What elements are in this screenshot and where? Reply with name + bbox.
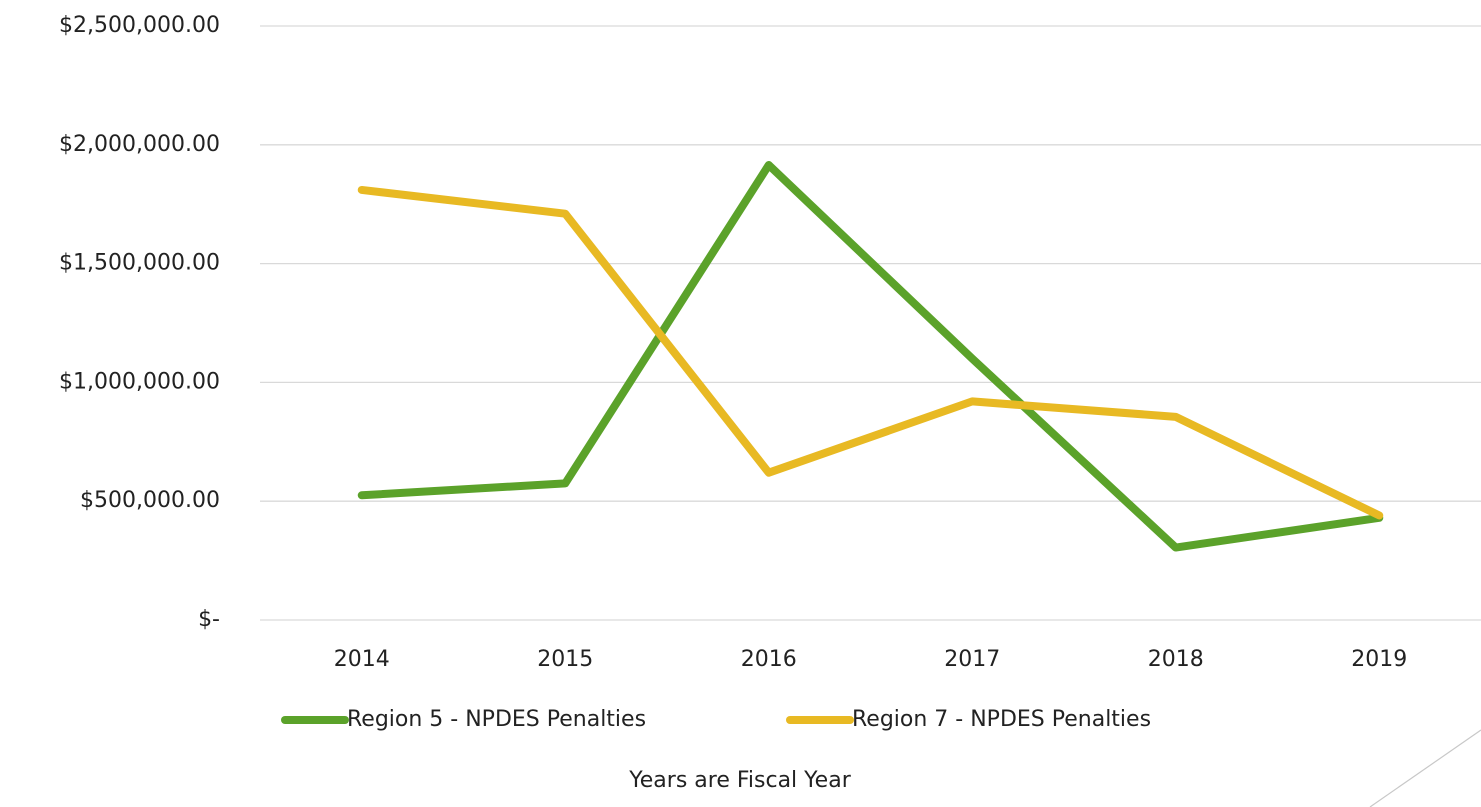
x-axis-label: Years are Fiscal Year xyxy=(628,768,851,793)
y-tick-label: $- xyxy=(198,607,220,632)
decoration-line xyxy=(1369,729,1481,807)
legend-label: Region 5 - NPDES Penalties xyxy=(347,707,646,732)
series-line xyxy=(357,185,1384,520)
y-tick-label: $2,000,000.00 xyxy=(59,132,220,157)
x-tick-label: 2016 xyxy=(741,647,797,672)
y-tick-label: $1,000,000.00 xyxy=(59,369,220,394)
legend-label: Region 7 - NPDES Penalties xyxy=(852,707,1151,732)
x-tick-label: 2018 xyxy=(1148,647,1204,672)
x-tick-label: 2019 xyxy=(1351,647,1407,672)
y-tick-label: $2,500,000.00 xyxy=(59,13,220,38)
y-tick-label: $500,000.00 xyxy=(80,488,220,513)
x-tick-label: 2015 xyxy=(537,647,593,672)
y-tick-label: $1,500,000.00 xyxy=(59,251,220,276)
x-tick-label: 2017 xyxy=(944,647,1000,672)
series-line xyxy=(357,160,1384,552)
x-tick-label: 2014 xyxy=(334,647,390,672)
